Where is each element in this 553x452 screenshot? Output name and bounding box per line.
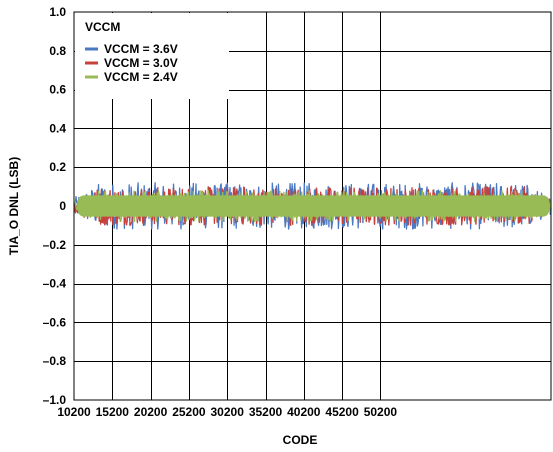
y-tick-label: –0.8 [43,354,67,368]
legend-label: VCCM = 2.4V [104,70,178,84]
x-tick-label: 40200 [287,405,321,419]
y-tick-label: 0.2 [49,160,66,174]
x-tick-label: 20200 [134,405,168,419]
data-traces [73,182,552,230]
y-tick-label: –0.4 [43,277,67,291]
x-tick-label: 30200 [211,405,245,419]
y-tick-label: –0.6 [43,315,67,329]
x-tick-labels: 10200 15200 20200 25200 30200 35200 40200 45200… [57,405,397,419]
y-axis-label: TIA_O DNL (LSB) [7,157,21,255]
y-tick-label: 1.0 [49,5,66,19]
x-tick-label: 50200 [364,405,398,419]
legend-label: VCCM = 3.6V [104,42,178,56]
y-tick-labels: 1.0 0.8 0.6 0.4 0.2 0 –0.2 –0.4 –0.6 –0.8 –1.0 [43,5,67,407]
y-tick-label: –0.2 [43,238,67,252]
legend-title: VCCM [85,20,120,34]
x-axis-label: CODE [283,433,318,447]
y-tick-label: 0 [59,199,66,213]
legend-label: VCCM = 3.0V [104,56,178,70]
y-tick-label: –1.0 [43,393,67,407]
legend-background [75,13,229,99]
x-tick-label: 15200 [96,405,130,419]
y-tick-label: 0.6 [49,83,66,97]
x-tick-label: 10200 [57,405,91,419]
y-tick-label: 0.8 [49,44,66,58]
x-tick-label: 45200 [325,405,359,419]
x-tick-label: 35200 [249,405,283,419]
y-tick-label: 0.4 [49,121,66,135]
x-tick-label: 25200 [172,405,206,419]
plot-frame [73,11,552,401]
series-core-band [78,195,549,217]
